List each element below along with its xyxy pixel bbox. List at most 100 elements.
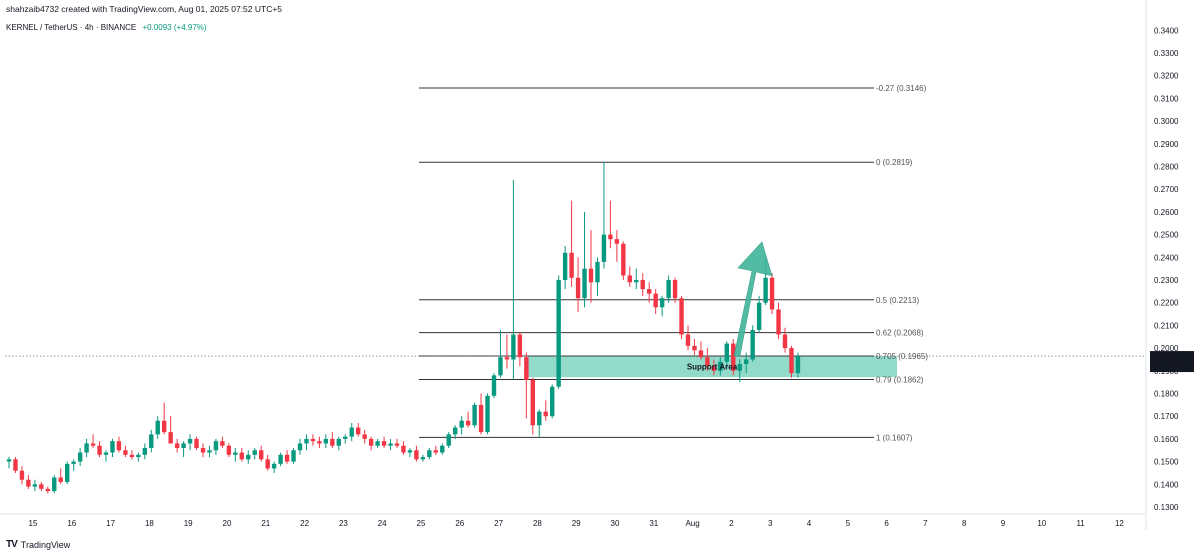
price-change: +0.0093 (+4.97%) (142, 23, 207, 32)
projection-arrow (733, 241, 773, 357)
candle-body-up (485, 395, 490, 433)
candle-body-down (90, 443, 96, 446)
tradingview-logo: TV TradingView (6, 539, 70, 550)
tradingview-logo-icon: TV (6, 539, 18, 550)
candle-body-up (459, 420, 464, 428)
candle-body-up (756, 302, 762, 330)
candle-body-up (181, 443, 186, 448)
candle-body-down (608, 234, 613, 240)
chart-credit: shahzaib4732 created with TradingView.co… (6, 4, 283, 14)
x-tick-label: 3 (768, 519, 773, 528)
fib-level-label: 0.62 (0.2068) (876, 329, 924, 338)
candle-body-down (116, 441, 122, 451)
candle-body-down (653, 293, 658, 308)
candle-body-down (692, 345, 697, 351)
y-tick-label: 0.2300 (1154, 276, 1179, 285)
candle-body-down (588, 268, 594, 283)
x-tick-label: 15 (29, 519, 38, 528)
candle-body-down (530, 379, 535, 426)
candle-body-up (155, 420, 160, 435)
x-tick-label: 31 (649, 519, 658, 528)
candle-body-down (543, 411, 548, 417)
candle-body-up (71, 461, 76, 464)
symbol-info: KERNEL / TetherUS · 4h · BINANCE +0.0093… (6, 23, 207, 32)
x-tick-label: 18 (145, 519, 154, 528)
candle-body-up (601, 234, 607, 262)
candle-body-down (26, 479, 31, 487)
y-tick-label: 0.3300 (1154, 49, 1179, 58)
y-tick-label: 0.1600 (1154, 435, 1179, 444)
candle-body-up (511, 334, 516, 360)
candle-body-up (718, 361, 723, 371)
x-tick-label: 25 (417, 519, 426, 528)
candle-body-down (433, 450, 438, 453)
bar-countdown: 01:07:35 (1154, 362, 1186, 371)
y-tick-label: 0.2800 (1154, 163, 1179, 172)
y-tick-label: 0.1800 (1154, 390, 1179, 399)
y-tick-label: 0.2000 (1154, 344, 1179, 353)
candle-body-up (388, 443, 393, 446)
y-tick-label: 0.3100 (1154, 94, 1179, 103)
x-tick-label: 9 (1001, 519, 1006, 528)
candle-body-down (627, 275, 632, 283)
candle-body-up (634, 280, 639, 283)
candle-body-down (58, 477, 63, 483)
candle-body-down (239, 452, 244, 460)
x-tick-label: 27 (494, 519, 503, 528)
candle-body-down (524, 357, 529, 380)
candle-body-up (6, 459, 12, 462)
candle-body-up (737, 364, 742, 371)
candle-body-down (362, 434, 367, 439)
x-tick-label: 24 (378, 519, 387, 528)
candle-body-down (569, 252, 574, 278)
y-tick-label: 0.1700 (1154, 412, 1179, 421)
x-tick-label: 4 (807, 519, 812, 528)
candle-body-down (220, 441, 225, 446)
candle-body-up (498, 357, 503, 376)
candle-body-down (310, 438, 316, 442)
x-tick-label: 12 (1115, 519, 1124, 528)
candle-body-down (45, 488, 50, 492)
candle-body-down (504, 357, 510, 360)
y-tick-label: 0.3400 (1154, 26, 1179, 35)
candle-body-up (795, 356, 801, 374)
candle-body-up (595, 261, 600, 283)
y-tick-label: 0.2200 (1154, 299, 1179, 308)
candle-body-up (323, 438, 329, 444)
candle-body-down (174, 443, 180, 448)
candle-body-up (724, 343, 729, 362)
candle-body-down (394, 443, 400, 446)
x-tick-label: 20 (223, 519, 232, 528)
candle-body-down (284, 454, 290, 462)
candle-body-up (349, 427, 354, 437)
fib-level-label: 1 (0.1607) (876, 433, 913, 442)
fib-level-label: 0.705 (0.1965) (876, 352, 928, 361)
candle-body-up (233, 452, 238, 455)
fib-level-label: 0.79 (0.1862) (876, 375, 924, 384)
fib-level-label: -0.27 (0.3146) (876, 84, 927, 93)
candle-body-up (65, 463, 70, 483)
y-tick-label: 0.2100 (1154, 321, 1179, 330)
x-tick-label: 6 (884, 519, 889, 528)
y-tick-label: 0.2900 (1154, 140, 1179, 149)
candle-body-up (750, 329, 755, 360)
y-tick-label: 0.3200 (1154, 72, 1179, 81)
candle-body-up (336, 438, 341, 446)
candle-body-up (252, 450, 257, 455)
candle-body-up (136, 454, 141, 458)
candle-body-up (52, 477, 57, 492)
candle-body-down (168, 432, 173, 444)
candle-body-up (77, 452, 83, 462)
candle-body-up (32, 484, 38, 487)
candle-body-up (550, 386, 555, 417)
y-tick-label: 0.2500 (1154, 231, 1179, 240)
candle-body-up (420, 457, 426, 460)
x-tick-label: 30 (611, 519, 620, 528)
y-tick-label: 0.1400 (1154, 480, 1179, 489)
candle-body-down (769, 277, 775, 310)
candle-body-up (666, 280, 671, 299)
last-price-tag (1150, 351, 1194, 373)
candle-body-down (647, 289, 652, 294)
candle-body-up (103, 452, 109, 455)
